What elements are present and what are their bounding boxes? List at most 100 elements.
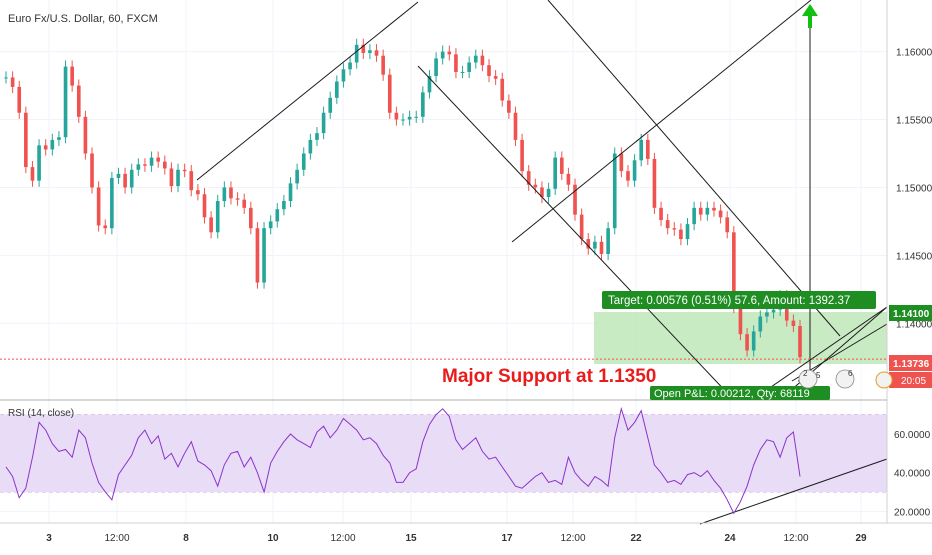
candle-body <box>156 157 161 162</box>
candle-body <box>255 228 260 283</box>
candle-body <box>63 66 68 138</box>
candle-body <box>275 209 280 222</box>
candle-body <box>473 55 478 63</box>
target-label-box[interactable]: Target: 0.00576 (0.51%) 57.6, Amount: 13… <box>602 291 876 309</box>
y-tick-label: 1.15000 <box>896 183 932 194</box>
candle-body <box>705 207 710 215</box>
candle-body <box>738 306 743 335</box>
x-tick-label: 22 <box>630 533 642 544</box>
candle-body <box>43 145 48 150</box>
candle-body <box>427 76 432 93</box>
candle-body <box>606 228 610 255</box>
candle-body <box>136 164 141 170</box>
major-support-label: Major Support at 1.1350 <box>442 366 656 387</box>
candle-body <box>447 51 452 55</box>
event-badge-1: 2 <box>803 369 808 378</box>
chart-title: Euro Fx/U.S. Dollar, 60, FXCM <box>8 13 158 25</box>
candle-body <box>57 137 61 140</box>
target-label: Target: 0.00576 (0.51%) 57.6, Amount: 13… <box>608 295 850 307</box>
trend-line[interactable] <box>417 65 733 399</box>
candle-body <box>500 78 505 101</box>
candle-body <box>725 217 730 233</box>
x-tick-label: 10 <box>267 533 279 544</box>
countdown-label: 20:05 <box>901 376 926 387</box>
x-tick-label: 17 <box>501 533 513 544</box>
candle-body <box>434 58 438 77</box>
candle-body <box>361 44 366 53</box>
open-pnl-box[interactable]: Open P&L: 0.00212, Qty: 68119 <box>650 386 830 400</box>
price-axis-panel <box>887 0 932 550</box>
candle-body <box>639 139 644 161</box>
candle-body <box>229 187 233 199</box>
candle-body <box>262 228 266 283</box>
candle-body <box>467 62 471 72</box>
candle-body <box>454 54 458 72</box>
event-badges[interactable]: 2 5 6 <box>798 369 893 389</box>
x-tick-label: 8 <box>183 533 189 544</box>
trend-line[interactable] <box>754 306 888 399</box>
candle-body <box>559 157 564 174</box>
candle-body <box>407 116 412 120</box>
candle-body <box>374 50 379 56</box>
candle-body <box>487 65 491 77</box>
y-tick-label: 1.14000 <box>896 319 932 330</box>
trend-line[interactable] <box>196 1 419 181</box>
candle-body <box>440 51 445 59</box>
candle-body <box>4 77 8 79</box>
rsi-tick-label: 60.0000 <box>894 430 931 441</box>
candle-body <box>189 171 194 191</box>
candle-body <box>791 320 796 327</box>
candle-body <box>745 334 749 351</box>
candle-body <box>321 112 326 134</box>
candle-body <box>129 169 134 188</box>
candle-body <box>103 225 108 229</box>
candle-body <box>765 312 769 317</box>
trend-line[interactable] <box>511 0 812 243</box>
candle-body <box>50 139 55 150</box>
x-tick-label: 15 <box>405 533 417 544</box>
candle-body <box>526 171 531 185</box>
open-pnl-label: Open P&L: 0.00212, Qty: 68119 <box>654 388 810 400</box>
candle-body <box>116 173 121 178</box>
candle-body <box>110 177 114 229</box>
rsi-pane <box>5 406 801 515</box>
candle-body <box>692 207 696 225</box>
candle-body <box>586 239 591 249</box>
candle-body <box>328 97 333 113</box>
candle-body <box>143 164 147 166</box>
trend-line[interactable] <box>547 0 841 337</box>
level-tag: 1.14100 <box>889 305 932 321</box>
x-tick-label: 12:00 <box>783 533 808 544</box>
rsi-trend-line[interactable] <box>699 458 888 525</box>
flag-icon[interactable] <box>798 369 818 389</box>
candle-body <box>546 188 551 197</box>
current-price-tag: 1.13736 <box>889 355 932 371</box>
candle-body <box>17 86 22 113</box>
candle-body <box>698 207 703 215</box>
flag-icon[interactable] <box>835 369 855 389</box>
candle-body <box>414 116 419 118</box>
x-tick-label: 12:00 <box>104 533 129 544</box>
candle-body <box>685 224 690 240</box>
candle-body <box>308 139 313 154</box>
rsi-tick-label: 40.0000 <box>894 469 931 480</box>
candle-body <box>665 220 670 229</box>
candle-body <box>209 217 213 233</box>
candle-body <box>679 229 683 240</box>
candles <box>4 38 802 364</box>
candle-body <box>493 76 498 79</box>
x-tick-label: 12:00 <box>330 533 355 544</box>
candle-body <box>288 183 293 202</box>
candle-body <box>401 119 405 121</box>
candle-body <box>381 55 385 75</box>
level-label: 1.14100 <box>893 309 930 320</box>
candle-body <box>83 116 88 154</box>
flag-icon[interactable] <box>875 371 893 389</box>
event-badge-3: 6 <box>848 369 853 378</box>
candle-body <box>348 62 352 70</box>
candle-body <box>566 173 571 185</box>
candle-body <box>341 69 346 82</box>
candle-body <box>659 207 663 221</box>
x-tick-label: 24 <box>724 533 736 544</box>
